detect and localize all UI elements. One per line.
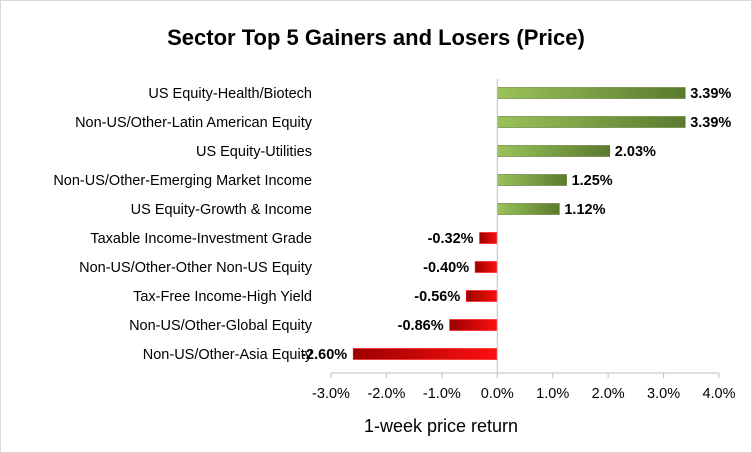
data-label: 2.03% [615,144,656,160]
bar [496,203,560,215]
category-label: Non-US/Other-Global Equity [129,318,313,334]
x-tick-label: 2.0% [592,386,625,402]
x-tick-label: 4.0% [702,386,735,402]
data-label: 1.12% [564,202,605,218]
category-label: Tax-Free Income-High Yield [133,289,312,305]
bar [496,174,567,186]
data-label: -0.40% [423,260,469,276]
category-label: Taxable Income-Investment Grade [90,231,312,247]
bar [496,116,686,128]
data-label: 3.39% [690,115,731,131]
category-label: US Equity-Utilities [196,144,312,160]
category-label: US Equity-Health/Biotech [148,86,312,102]
data-label: 1.25% [572,173,613,189]
data-label: -0.32% [428,231,474,247]
x-tick-label: -1.0% [423,386,461,402]
x-tick-label: 0.0% [481,386,514,402]
data-label: -0.86% [398,318,444,334]
x-axis: -3.0% -2.0% -1.0% 0.0% 1.0% 2.0% 3.0% 4.0% [312,79,736,402]
bar [449,319,498,331]
data-labels: 3.39% 3.39% 2.03%1.25% 1.12% -0.32% -0.40% -0.… [301,86,731,363]
x-tick-label: 3.0% [647,386,680,402]
category-labels: US Equity-Health/Biotech Non-US/Other-Lat… [53,86,312,363]
bar [496,87,686,99]
x-axis-title: 1-week price return [364,416,518,436]
bar [352,348,498,360]
data-label: 3.39% [690,86,731,102]
category-label: US Equity-Growth & Income [131,202,312,218]
chart-title: Sector Top 5 Gainers and Losers (Price) [167,25,585,50]
data-label: -0.56% [414,289,460,305]
bar [465,290,498,302]
x-tick-label: -2.0% [367,386,405,402]
bar [496,145,611,157]
x-tick-label: -3.0% [312,386,350,402]
category-label: Non-US/Other-Other Non-US Equity [79,260,313,276]
category-label: Non-US/Other-Latin American Equity [75,115,313,131]
bar [474,261,498,273]
data-label: -2.60% [301,347,347,363]
category-label: Non-US/Other-Emerging Market Income [53,173,312,189]
bar [479,232,498,244]
x-tick-label: 1.0% [536,386,569,402]
category-label: Non-US/Other-Asia Equity [143,347,313,363]
